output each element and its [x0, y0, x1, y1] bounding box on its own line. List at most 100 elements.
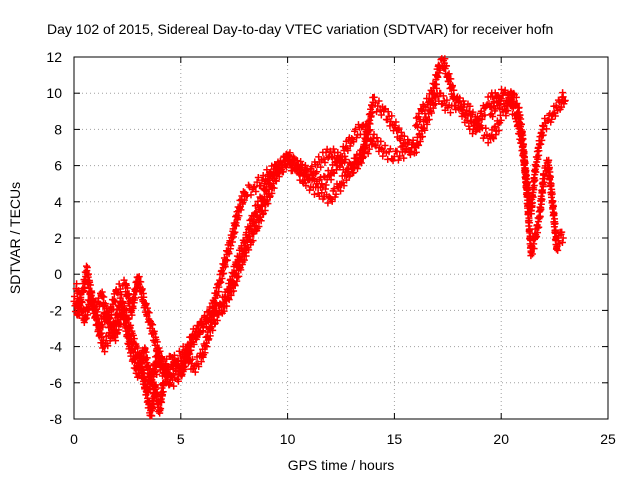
data-point: [264, 172, 272, 180]
data-point: [443, 96, 451, 104]
chart-title: Day 102 of 2015, Sidereal Day-to-day VTE…: [47, 21, 553, 37]
data-point: [400, 139, 408, 147]
data-point: [272, 177, 280, 185]
data-point: [529, 199, 537, 207]
data-point: [415, 141, 423, 149]
data-point: [388, 112, 396, 120]
data-point: [119, 298, 127, 306]
data-point: [306, 186, 314, 194]
data-point: [166, 381, 174, 389]
data-point: [448, 82, 456, 90]
data-point: [172, 368, 180, 376]
data-point: [370, 93, 378, 101]
data-point: [398, 148, 406, 156]
data-point: [99, 344, 107, 352]
data-point: [482, 124, 490, 132]
data-point: [521, 159, 529, 167]
data-point: [367, 112, 375, 120]
data-point: [441, 55, 449, 63]
y-tick-label: -8: [50, 411, 63, 427]
data-point: [202, 323, 210, 331]
y-tick-label: 6: [54, 158, 62, 174]
data-point: [330, 145, 338, 153]
x-tick-label: 15: [387, 431, 403, 447]
data-point: [89, 295, 97, 303]
data-point: [548, 115, 556, 123]
data-point: [318, 189, 326, 197]
data-point: [310, 190, 318, 198]
data-point: [381, 141, 389, 149]
data-point: [223, 256, 231, 264]
data-point: [441, 106, 449, 114]
data-point: [545, 156, 553, 164]
data-point: [464, 112, 472, 120]
data-point: [409, 136, 417, 144]
data-point: [193, 322, 201, 330]
data-point: [100, 293, 108, 301]
data-point: [285, 152, 293, 160]
data-point: [516, 128, 524, 136]
data-point: [344, 168, 352, 176]
data-point: [558, 238, 566, 246]
data-point: [327, 153, 335, 161]
data-point: [421, 126, 429, 134]
data-point: [159, 388, 167, 396]
data-point: [512, 93, 520, 101]
data-point: [140, 293, 148, 301]
data-point: [138, 359, 146, 367]
data-point: [495, 127, 503, 135]
data-point: [373, 134, 381, 142]
data-point: [542, 125, 550, 133]
data-point: [225, 250, 233, 258]
data-point: [342, 156, 350, 164]
data-point: [213, 292, 221, 300]
data-point: [106, 314, 114, 322]
data-point: [130, 335, 138, 343]
data-point: [461, 118, 469, 126]
data-point: [344, 146, 352, 154]
data-point: [191, 368, 199, 376]
data-point: [546, 173, 554, 181]
data-point: [134, 344, 142, 352]
data-point: [228, 238, 236, 246]
data-point: [125, 290, 133, 298]
data-point: [296, 171, 304, 179]
data-point: [434, 73, 442, 81]
data-point: [532, 168, 540, 176]
data-point: [210, 315, 218, 323]
data-point: [427, 109, 435, 117]
data-point: [466, 102, 474, 110]
data-point: [322, 148, 330, 156]
data-point: [361, 143, 369, 151]
data-point: [501, 86, 509, 94]
data-point: [160, 357, 168, 365]
y-tick-label: 2: [54, 230, 62, 246]
data-point: [121, 306, 129, 314]
data-point: [332, 166, 340, 174]
data-point: [414, 123, 422, 131]
data-point: [286, 149, 294, 157]
data-point: [129, 304, 137, 312]
data-point: [167, 372, 175, 380]
data-point: [324, 199, 332, 207]
data-point: [559, 89, 567, 97]
data-point: [432, 80, 440, 88]
data-point: [364, 150, 372, 158]
data-point: [140, 372, 148, 380]
data-point: [447, 75, 455, 83]
data-point: [192, 325, 200, 333]
data-point: [430, 89, 438, 97]
data-point: [82, 314, 90, 322]
data-point: [480, 104, 488, 112]
data-point: [288, 162, 296, 170]
data-point: [527, 210, 535, 218]
data-point: [343, 176, 351, 184]
data-point: [203, 343, 211, 351]
data-point: [114, 289, 122, 297]
data-point: [419, 133, 427, 141]
data-point: [531, 176, 539, 184]
data-point: [514, 114, 522, 122]
data-point: [395, 124, 403, 132]
y-tick-label: 4: [54, 194, 62, 210]
